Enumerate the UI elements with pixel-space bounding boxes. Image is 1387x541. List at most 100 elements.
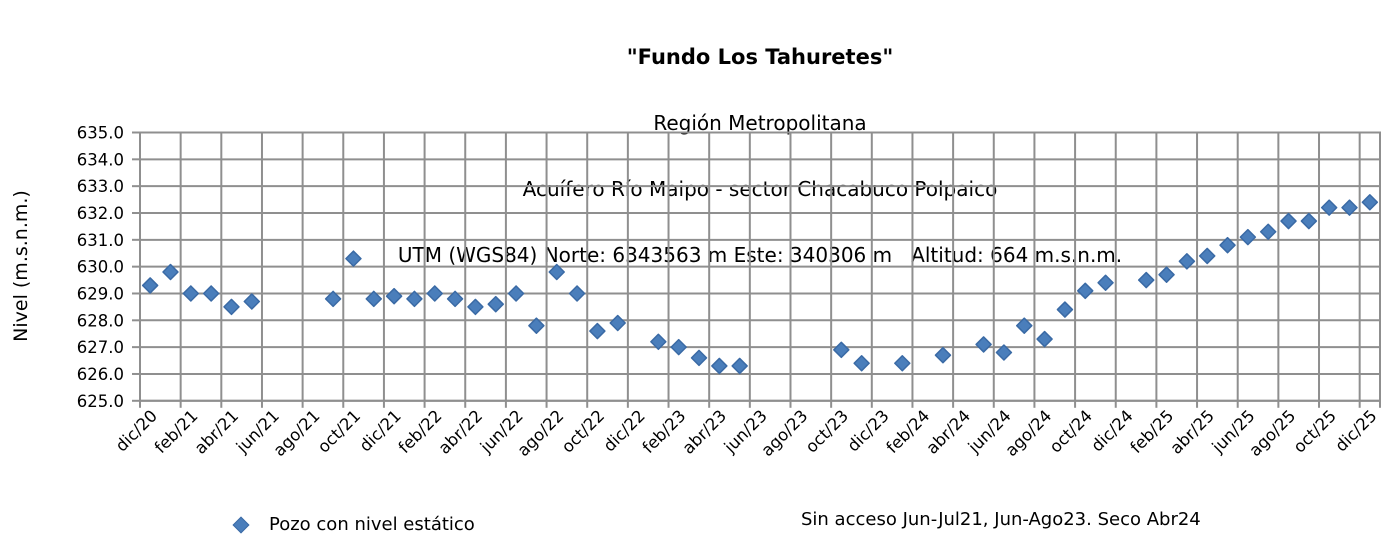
data-point <box>975 336 992 353</box>
data-point <box>650 333 667 351</box>
y-tick-label: 634.0 <box>77 150 124 169</box>
data-point <box>385 287 403 305</box>
diamond-marker-icon <box>232 516 250 533</box>
x-tick-label: ago/24 <box>1002 406 1056 460</box>
x-tick-label: feb/21 <box>151 406 202 457</box>
x-gridlines <box>139 132 1381 408</box>
data-point <box>1198 247 1216 265</box>
data-point <box>507 285 525 302</box>
data-point <box>182 285 200 302</box>
x-tick-label: dic/20 <box>112 406 161 455</box>
x-tick-label: feb/23 <box>639 406 690 457</box>
chart-title-block: "Fundo Los Tahuretes" Región Metropolita… <box>134 5 1386 307</box>
data-point <box>670 338 687 356</box>
y-tick-labels: 625.0 626.0 627.0 628.0 629.0 630.0 631.0 632.0… <box>77 124 124 411</box>
data-point <box>568 285 586 302</box>
y-tick-label: 635.0 <box>77 124 124 143</box>
x-tick-label: ago/25 <box>1245 406 1299 460</box>
data-point <box>1361 194 1379 211</box>
data-point <box>1097 274 1114 291</box>
data-point <box>731 357 748 375</box>
x-tick-label: oct/25 <box>1290 406 1340 456</box>
x-tick-label: ago/22 <box>514 406 568 460</box>
x-tick-labels: dic/20feb/21abr/21jun/21ago/21oct/21dic/… <box>112 406 1381 460</box>
data-point <box>1259 223 1277 241</box>
data-point <box>995 344 1013 361</box>
x-tick-label: oct/21 <box>314 406 364 456</box>
data-point <box>141 277 159 294</box>
x-tick-label: ago/21 <box>270 406 324 460</box>
x-tick-label: oct/22 <box>558 406 608 456</box>
x-tick-label: abr/24 <box>923 406 975 458</box>
x-tick-label: dic/22 <box>600 406 649 455</box>
x-tick-label: abr/21 <box>191 406 243 458</box>
data-point <box>934 346 952 364</box>
data-point <box>1320 199 1338 216</box>
data-point <box>1341 199 1358 216</box>
data-points <box>141 194 1379 375</box>
y-tick-label: 626.0 <box>77 365 124 384</box>
data-point <box>1137 271 1155 289</box>
data-point <box>528 317 545 334</box>
y-gridlines <box>132 131 1380 402</box>
data-point <box>1056 301 1074 318</box>
data-point <box>589 322 606 340</box>
data-point <box>833 341 850 359</box>
x-tick-label: dic/23 <box>844 406 893 455</box>
x-tick-label: ago/23 <box>758 406 812 460</box>
data-point <box>711 357 728 375</box>
x-tick-label: oct/23 <box>802 406 852 456</box>
data-point <box>426 285 444 302</box>
x-tick-label: abr/22 <box>435 406 487 458</box>
y-tick-label: 627.0 <box>77 338 124 357</box>
data-point <box>446 290 464 308</box>
y-tick-label: 632.0 <box>77 204 124 223</box>
chart-subtitle-region: Región Metropolitana <box>653 111 867 135</box>
data-point <box>690 349 708 367</box>
data-point <box>1016 317 1033 334</box>
data-point <box>1219 236 1236 254</box>
data-point <box>243 293 261 310</box>
plot-border <box>139 131 1381 402</box>
chart-subtitle-utm-location: UTM (WGS84) Norte: 6343563 m Este: 34030… <box>397 243 1123 267</box>
y-tick-label: 628.0 <box>77 311 124 330</box>
chart-subtitle-aquifer: Acuífero Río Maipo - sector Chacabuco Po… <box>522 177 998 201</box>
data-point <box>1300 212 1318 230</box>
data-point <box>345 250 362 267</box>
y-tick-label: 631.0 <box>77 231 124 250</box>
y-axis-title: Nivel (m.s.n.m.) <box>10 190 32 342</box>
data-point <box>894 354 911 372</box>
data-point <box>324 290 342 308</box>
data-point <box>487 295 504 313</box>
y-tick-label: 625.0 <box>77 392 124 411</box>
chart-title: "Fundo Los Tahuretes" <box>626 45 894 69</box>
x-tick-label: dic/24 <box>1087 406 1136 455</box>
data-point <box>1036 330 1053 348</box>
data-point <box>1178 253 1196 270</box>
data-point <box>202 285 220 302</box>
y-tick-label: 633.0 <box>77 177 124 196</box>
y-tick-label: 629.0 <box>77 284 124 303</box>
x-tick-label: dic/25 <box>1331 406 1380 455</box>
x-tick-label: abr/23 <box>679 406 731 458</box>
y-tick-label: 630.0 <box>77 258 124 277</box>
x-tick-label: oct/24 <box>1046 406 1096 456</box>
data-point <box>1077 282 1094 300</box>
data-point <box>609 314 626 332</box>
data-point <box>162 263 179 281</box>
footnote-missing-data: Sin acceso Jun-Jul21, Jun-Ago23. Seco Ab… <box>801 509 1201 530</box>
data-point <box>853 354 870 372</box>
data-point <box>467 298 484 316</box>
data-point <box>1239 228 1257 246</box>
data-point <box>1280 212 1297 230</box>
data-point <box>548 263 565 281</box>
data-point <box>1158 266 1175 283</box>
data-point <box>223 298 240 316</box>
x-tick-label: feb/22 <box>395 406 446 457</box>
x-tick-label: abr/25 <box>1166 406 1218 458</box>
data-point <box>406 290 423 308</box>
x-tick-label: dic/21 <box>356 406 405 455</box>
legend-label: Pozo con nivel estático <box>269 514 475 535</box>
